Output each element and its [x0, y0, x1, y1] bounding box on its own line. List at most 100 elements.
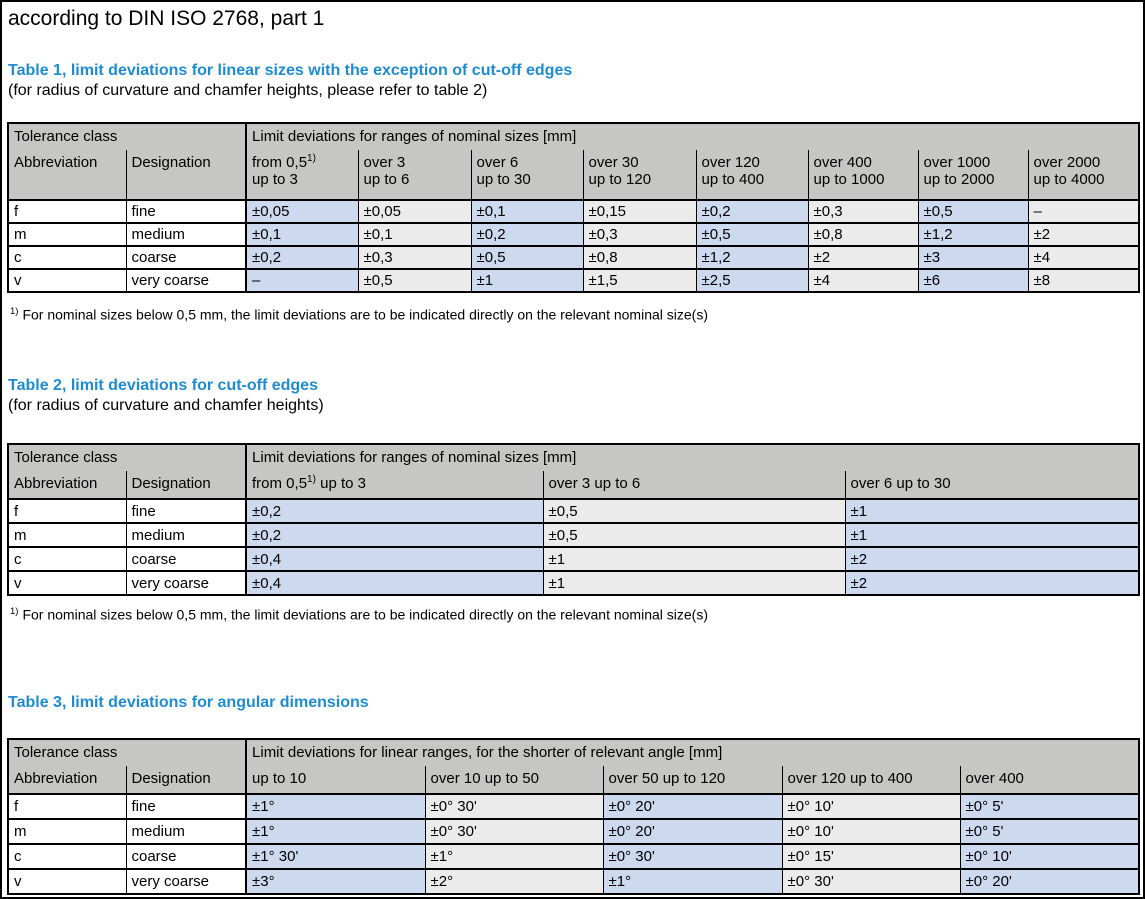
table-1-body: f fine ±0,05 ±0,05 ±0,1 ±0,15 ±0,2 ±0,3 ±0,5– m me…	[7, 199, 1140, 293]
range-header: over 1000 up to 2000	[917, 150, 1029, 201]
designation-header: Designation	[125, 471, 247, 500]
designation-cell: coarse	[125, 843, 247, 870]
table-1-linear-sizes: Tolerance class Limit deviations for rang…	[7, 122, 1141, 293]
group-header-row: Tolerance class Limit deviations for rang…	[7, 122, 1140, 150]
table-row: f fine ±0,05 ±0,05 ±0,1 ±0,15 ±0,2 ±0,3 ±0,5–	[7, 199, 1140, 224]
abbreviation-cell: v	[7, 868, 127, 895]
value-cell: ±1°	[245, 793, 426, 820]
abbreviation-header: Abbreviation	[7, 766, 127, 795]
table-1-subheading: (for radius of curvature and chamfer hei…	[8, 82, 488, 99]
range-header: from 0,51) up to 3	[245, 471, 544, 500]
page-title: according to DIN ISO 2768, part 1	[8, 7, 325, 30]
range-header: up to 10	[245, 766, 426, 795]
value-cell: –	[1027, 199, 1140, 224]
value-cell: ±1,2	[695, 245, 809, 270]
value-cell: ±1°	[602, 868, 783, 895]
range-header: over 120 up to 400	[781, 766, 961, 795]
value-cell: ±1°	[424, 843, 604, 870]
designation-header: Designation	[125, 766, 247, 795]
designation-cell: very coarse	[125, 868, 247, 895]
value-cell: ±4	[1027, 245, 1140, 270]
table-2-subheading: (for radius of curvature and chamfer hei…	[8, 397, 324, 414]
column-header-row: Abbreviation Designation from 0,51) up to …	[7, 150, 1140, 201]
value-cell: ±1°	[245, 818, 426, 845]
value-cell: ±0° 30'	[602, 843, 783, 870]
designation-cell: fine	[125, 498, 247, 524]
value-cell: ±0,2	[695, 199, 809, 224]
value-cell: ±0,05	[245, 199, 359, 224]
value-cell: ±2°	[424, 868, 604, 895]
value-cell: ±1	[542, 570, 846, 596]
designation-cell: medium	[125, 522, 247, 548]
value-cell: ±0,4	[245, 546, 544, 572]
abbreviation-cell: m	[7, 222, 127, 247]
value-cell: –	[245, 268, 359, 293]
value-cell: ±3°	[245, 868, 426, 895]
range-header: over 6 up to 30	[844, 471, 1140, 500]
abbreviation-cell: c	[7, 245, 127, 270]
column-header-row: Abbreviation Designation from 0,51) up to …	[7, 471, 1140, 500]
value-cell: ±4	[807, 268, 919, 293]
value-cell: ±0° 30'	[424, 818, 604, 845]
abbreviation-cell: m	[7, 522, 127, 548]
value-cell: ±0,5	[357, 268, 472, 293]
footnote-2-marker: 1)	[10, 606, 19, 617]
value-cell: ±0,2	[245, 498, 544, 524]
footnote-2-text: For nominal sizes below 0,5 mm, the limi…	[22, 606, 708, 623]
tolerance-class-header: Tolerance class	[7, 738, 247, 766]
designation-cell: medium	[125, 222, 247, 247]
value-cell: ±0,5	[695, 222, 809, 247]
abbreviation-cell: m	[7, 818, 127, 845]
value-cell: ±0° 20'	[602, 818, 783, 845]
range-header: over 120 up to 400	[695, 150, 809, 201]
designation-cell: fine	[125, 793, 247, 820]
value-cell: ±6	[917, 268, 1029, 293]
value-cell: ±0,5	[917, 199, 1029, 224]
value-cell: ±0° 10'	[781, 793, 961, 820]
abbreviation-cell: c	[7, 546, 127, 572]
abbreviation-cell: v	[7, 268, 127, 293]
table-row: m medium ±0,1 ±0,1 ±0,2 ±0,3 ±0,5 ±0,8 ±1,2 ±2	[7, 222, 1140, 247]
abbreviation-cell: f	[7, 793, 127, 820]
value-cell: ±0,8	[807, 222, 919, 247]
value-cell: ±0° 20'	[602, 793, 783, 820]
value-cell: ±3	[917, 245, 1029, 270]
abbreviation-header: Abbreviation	[7, 150, 127, 201]
table-2-cutoff-edges: Tolerance class Limit deviations for rang…	[7, 443, 1141, 596]
value-cell: ±0,05	[357, 199, 472, 224]
designation-cell: coarse	[125, 245, 247, 270]
value-cell: ±2,5	[695, 268, 809, 293]
footnote-2: 1) For nominal sizes below 0,5 mm, the li…	[10, 606, 708, 623]
table-1-head: Tolerance class Limit deviations for rang…	[7, 122, 1140, 201]
value-cell: ±1° 30'	[245, 843, 426, 870]
value-cell: ±8	[1027, 268, 1140, 293]
table-2-heading: Table 2, limit deviations for cut-off ed…	[8, 377, 318, 394]
value-cell: ±0° 10'	[959, 843, 1140, 870]
value-cell: ±0,2	[245, 245, 359, 270]
value-cell: ±1,5	[582, 268, 697, 293]
table-row: f fine ±0,2 ±0,5 ±1	[7, 498, 1140, 524]
value-cell: ±2	[807, 245, 919, 270]
value-cell: ±0,1	[357, 222, 472, 247]
range-header: over 3 up to 6	[542, 471, 846, 500]
value-cell: ±0° 30'	[781, 868, 961, 895]
value-cell: ±0,4	[245, 570, 544, 596]
value-cell: ±0,5	[542, 498, 846, 524]
value-cell: ±1,2	[917, 222, 1029, 247]
ranges-group-header: Limit deviations for ranges of nominal s…	[245, 122, 1140, 150]
value-cell: ±0° 10'	[781, 818, 961, 845]
table-row: v very coarse ±3° ±2° ±1° ±0° 30' ±0° 20'	[7, 868, 1140, 895]
value-cell: ±2	[844, 546, 1140, 572]
value-cell: ±0,5	[542, 522, 846, 548]
abbreviation-cell: c	[7, 843, 127, 870]
footnote-ref: 1)	[307, 153, 316, 164]
table-row: m medium ±1° ±0° 30' ±0° 20' ±0° 10' ±0° 5'	[7, 818, 1140, 845]
value-cell: ±0,15	[582, 199, 697, 224]
value-cell: ±0° 5'	[959, 818, 1140, 845]
table-row: c coarse ±0,4 ±1 ±2	[7, 546, 1140, 572]
abbreviation-header: Abbreviation	[7, 471, 127, 500]
value-cell: ±2	[844, 570, 1140, 596]
designation-cell: very coarse	[125, 570, 247, 596]
table-3-heading: Table 3, limit deviations for angular di…	[8, 694, 369, 711]
